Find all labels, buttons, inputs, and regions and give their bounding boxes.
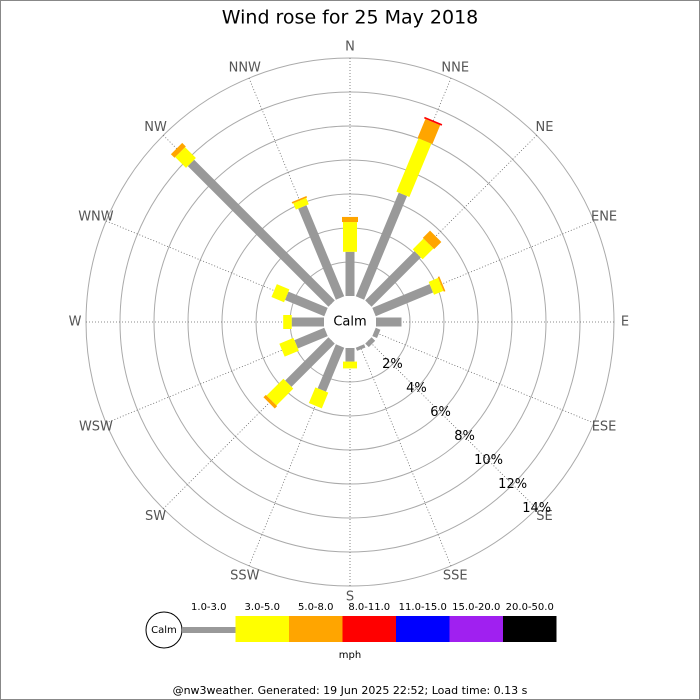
legend-swatch xyxy=(235,616,289,642)
bar-segment xyxy=(372,327,381,339)
bar-segment xyxy=(342,216,358,223)
direction-label: ESE xyxy=(592,420,617,435)
legend-unit: mph xyxy=(339,650,361,661)
direction-label: NNW xyxy=(229,60,261,75)
bar-segment xyxy=(298,205,345,300)
bar-segment xyxy=(412,238,434,260)
r-tick-label: 4% xyxy=(406,381,427,396)
direction-label: WSW xyxy=(79,420,113,435)
spoke xyxy=(373,331,595,424)
r-tick-label: 2% xyxy=(382,357,403,372)
bar-segment xyxy=(437,276,446,292)
calm-label: Calm xyxy=(333,315,366,330)
direction-label: N xyxy=(345,40,355,55)
bar-segment xyxy=(284,291,328,317)
r-tick-label: 14% xyxy=(522,501,551,516)
chart-title: Wind rose for 25 May 2018 xyxy=(222,7,479,29)
bar-segment xyxy=(175,147,196,168)
bar-segment xyxy=(417,119,441,144)
bar-segment xyxy=(294,327,328,349)
direction-label: WNW xyxy=(78,209,114,224)
bar-segment xyxy=(422,230,442,250)
bar-segment xyxy=(355,192,408,300)
bar-segment xyxy=(291,317,325,327)
bar-segment xyxy=(187,159,335,307)
bar-segment xyxy=(372,284,434,317)
direction-label: NW xyxy=(144,120,167,135)
bar-segment xyxy=(271,284,290,303)
legend-calm-label: Calm xyxy=(151,625,177,636)
direction-label: NE xyxy=(535,120,553,135)
bar-segment xyxy=(343,222,357,252)
legend-swatch xyxy=(396,616,450,642)
bar-segment xyxy=(266,378,294,406)
bar-segment xyxy=(343,361,357,369)
legend-swatch xyxy=(342,616,396,642)
r-tick-label: 6% xyxy=(430,405,451,420)
ring xyxy=(153,125,547,519)
legend-swatch xyxy=(449,616,503,642)
bar-segment xyxy=(283,315,292,329)
legend-label: 20.0-50.0 xyxy=(506,602,554,613)
spoke xyxy=(359,345,452,567)
legend-label: 8.0-11.0 xyxy=(348,602,390,613)
bar-segment xyxy=(428,277,444,295)
direction-label: ENE xyxy=(591,209,617,224)
bar-segment xyxy=(293,197,309,210)
bar-segment xyxy=(396,138,432,197)
bar-segment xyxy=(355,344,366,351)
direction-label: SW xyxy=(145,509,166,524)
direction-label: SSW xyxy=(230,569,260,584)
legend-label: 5.0-8.0 xyxy=(298,602,333,613)
direction-label: SE xyxy=(536,509,552,524)
legend-label: 1.0-3.0 xyxy=(191,602,226,613)
bar-segment xyxy=(317,344,345,392)
r-tick-label: 8% xyxy=(454,429,475,444)
bar-segment xyxy=(279,337,299,357)
legend-label: 3.0-5.0 xyxy=(245,602,280,613)
footer: @nw3weather. Generated: 19 Jun 2025 22:5… xyxy=(173,684,528,697)
bar-segment xyxy=(308,387,329,409)
bar-segment xyxy=(345,251,355,296)
bar-segment xyxy=(170,142,186,158)
direction-label: S xyxy=(346,590,354,605)
bar-segment xyxy=(376,317,402,327)
spoke xyxy=(368,340,537,509)
bar-segment xyxy=(263,394,278,409)
bar-segment xyxy=(291,195,308,204)
bar-segment xyxy=(424,116,443,126)
r-tick-label: 10% xyxy=(474,453,503,468)
legend-swatch xyxy=(182,627,236,633)
legend-label: 11.0-15.0 xyxy=(399,602,447,613)
direction-label: E xyxy=(621,315,629,330)
calm-circle xyxy=(325,297,375,347)
legend-swatch xyxy=(289,616,343,642)
bar-segment xyxy=(365,337,376,348)
legend-swatch xyxy=(503,616,557,642)
direction-label: W xyxy=(69,315,82,330)
legend-label: 15.0-20.0 xyxy=(452,602,500,613)
direction-label: SSE xyxy=(443,569,468,584)
bar-segment xyxy=(365,251,421,307)
r-tick-label: 12% xyxy=(498,477,527,492)
direction-label: NNE xyxy=(441,60,469,75)
bar-segment xyxy=(345,348,355,362)
bar-segment xyxy=(285,337,335,387)
